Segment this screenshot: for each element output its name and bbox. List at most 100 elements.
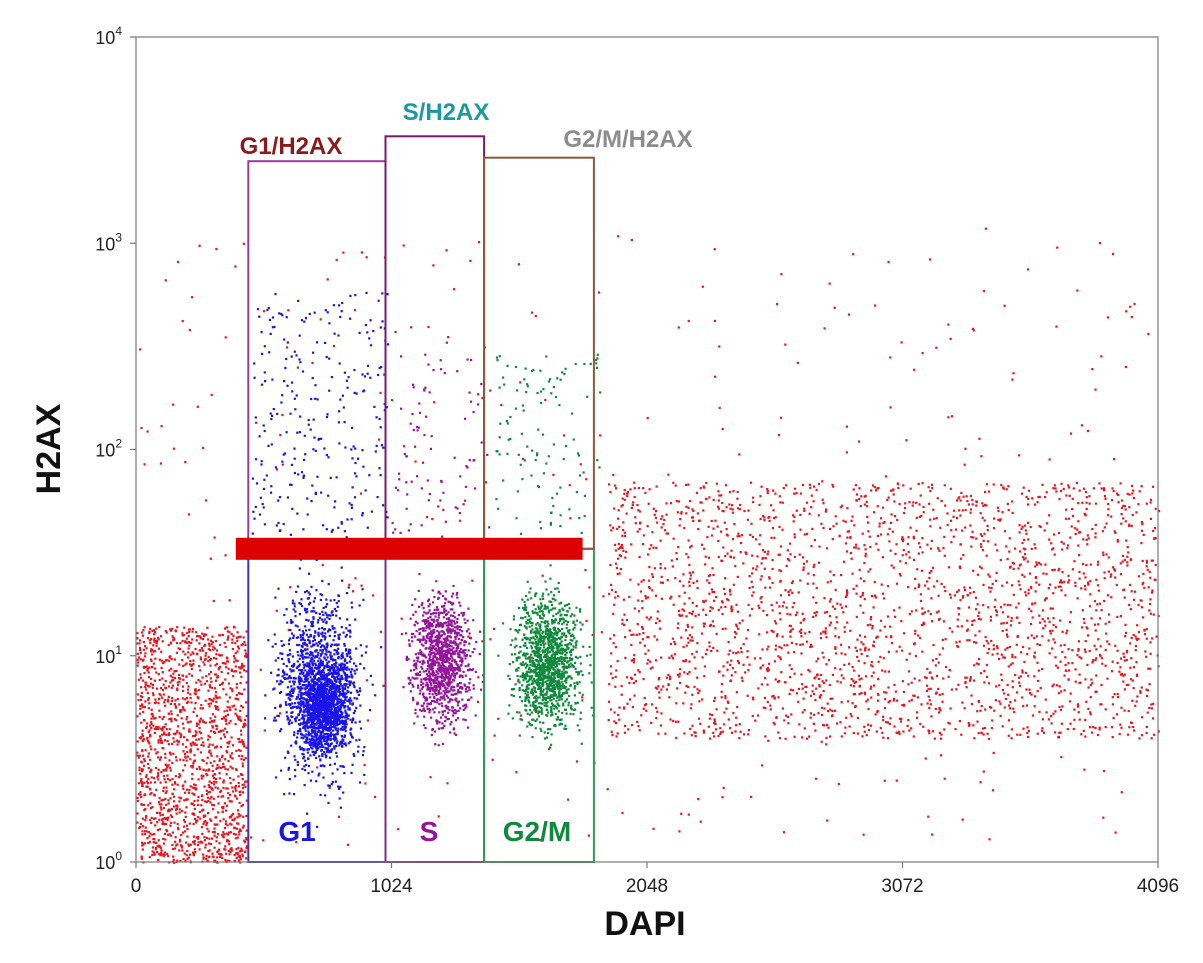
data-point xyxy=(883,625,886,628)
data-point xyxy=(189,697,192,700)
data-point xyxy=(171,783,174,786)
data-point xyxy=(1112,490,1115,493)
data-point xyxy=(1083,768,1086,771)
data-point xyxy=(682,609,686,612)
data-point xyxy=(791,606,794,609)
data-point xyxy=(787,590,790,593)
data-point xyxy=(201,794,204,797)
data-point xyxy=(732,651,735,654)
data-point xyxy=(881,592,885,595)
data-point xyxy=(795,692,798,695)
data-point xyxy=(759,534,762,537)
data-point xyxy=(1148,683,1151,686)
data-point xyxy=(188,628,191,631)
data-point xyxy=(230,849,234,852)
data-point xyxy=(771,567,774,571)
data-point xyxy=(721,559,724,562)
data-point xyxy=(235,686,238,689)
data-point xyxy=(1120,522,1123,525)
data-point xyxy=(1150,559,1153,562)
data-point xyxy=(298,669,301,672)
data-point xyxy=(307,603,311,606)
data-point xyxy=(822,526,825,530)
data-point xyxy=(216,755,219,758)
data-point xyxy=(224,714,227,718)
data-point xyxy=(1036,643,1039,646)
data-point xyxy=(771,526,774,530)
data-point xyxy=(978,437,981,440)
data-point xyxy=(189,660,192,663)
data-point xyxy=(231,757,234,760)
data-point xyxy=(966,639,969,642)
data-point xyxy=(1076,597,1079,600)
data-point xyxy=(725,506,728,509)
data-point xyxy=(213,536,216,539)
data-point xyxy=(238,856,241,859)
data-point xyxy=(149,745,152,748)
data-point xyxy=(226,787,229,790)
data-point xyxy=(140,803,143,806)
data-point xyxy=(176,688,179,692)
data-point xyxy=(165,728,168,731)
data-point xyxy=(687,556,690,559)
data-point xyxy=(320,740,323,743)
data-point xyxy=(167,732,170,735)
data-point xyxy=(1071,568,1074,571)
data-point xyxy=(1073,708,1076,711)
data-point xyxy=(815,777,818,780)
data-point xyxy=(639,590,642,593)
data-point xyxy=(1123,655,1126,658)
data-point xyxy=(779,579,782,582)
data-point xyxy=(940,582,943,585)
data-point xyxy=(654,516,657,519)
data-point xyxy=(1054,586,1057,589)
data-point xyxy=(193,783,196,786)
data-point xyxy=(1035,635,1038,638)
data-point xyxy=(617,595,620,598)
data-point xyxy=(1077,502,1080,505)
data-point xyxy=(798,553,801,556)
data-point xyxy=(1018,621,1021,624)
data-point xyxy=(1014,699,1017,702)
data-point xyxy=(806,737,809,740)
data-point xyxy=(959,499,962,502)
data-point xyxy=(229,687,232,690)
data-point xyxy=(625,550,628,553)
data-point xyxy=(315,780,318,783)
data-point xyxy=(173,805,176,808)
data-point xyxy=(1052,547,1055,550)
data-point xyxy=(648,566,651,569)
data-point xyxy=(1102,489,1106,492)
data-point xyxy=(146,430,149,433)
data-point xyxy=(646,525,649,528)
data-point xyxy=(730,549,733,552)
data-point xyxy=(645,597,648,600)
data-point xyxy=(224,768,227,771)
data-point xyxy=(167,833,170,836)
data-point xyxy=(855,499,858,502)
data-point xyxy=(912,501,915,504)
data-point xyxy=(1036,690,1039,693)
data-point xyxy=(328,786,331,789)
data-point xyxy=(777,731,780,734)
data-point xyxy=(797,700,800,703)
data-point xyxy=(303,741,306,744)
data-point xyxy=(922,505,925,509)
data-point xyxy=(886,585,890,588)
data-point xyxy=(202,853,205,856)
data-point xyxy=(1146,689,1150,692)
data-point xyxy=(1147,586,1150,589)
data-point xyxy=(921,650,924,653)
data-point xyxy=(234,265,237,268)
data-point xyxy=(921,551,924,554)
data-point xyxy=(214,679,217,682)
data-point xyxy=(162,789,165,792)
data-point xyxy=(207,702,210,705)
data-point xyxy=(188,328,191,332)
data-point xyxy=(1037,496,1040,499)
data-point xyxy=(618,706,621,709)
data-point xyxy=(185,824,189,827)
data-point xyxy=(326,603,329,606)
data-point xyxy=(824,632,827,635)
data-point xyxy=(927,486,930,489)
